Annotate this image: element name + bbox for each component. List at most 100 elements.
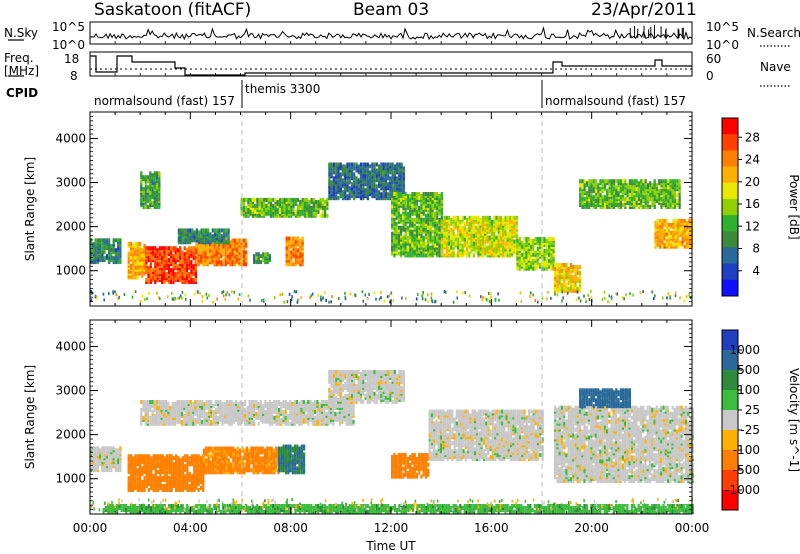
data-cell [138,247,142,252]
data-cell [578,274,582,279]
data-cell [552,252,555,257]
noise-cell [325,299,327,302]
noise-cell [206,296,208,300]
noise-cell [585,298,587,302]
data-cell [631,187,634,192]
data-cell [646,183,649,188]
data-cell [495,249,498,254]
data-cell [662,179,665,184]
data-cell [156,262,159,267]
data-cell [429,192,432,196]
data-cell [183,252,186,257]
data-cell [108,256,111,261]
data-cell [424,235,428,240]
data-cell [402,235,405,240]
data-cell [683,244,686,249]
data-cell [317,199,320,204]
data-cell [206,242,209,247]
data-cell [156,248,159,253]
data-cell [626,197,629,202]
data-cell [424,192,428,196]
data-cell [294,236,297,241]
data-cell [154,272,157,276]
noise-cell [430,292,433,296]
data-cell [299,211,302,216]
noise-cell [375,297,377,301]
data-cell [346,194,349,199]
data-cell [366,162,369,167]
data-cell [90,244,93,249]
data-cell [245,197,248,202]
data-cell [436,192,439,196]
data-cell [515,233,518,238]
noise-cell [392,299,394,303]
data-cell [151,201,154,205]
data-cell [450,235,453,240]
noise-cell [534,299,537,303]
data-cell [391,170,394,175]
data-cell [441,219,444,224]
data-cell [149,272,152,276]
data-cell [159,476,162,481]
noise-cell [279,293,282,297]
data-cell [513,215,516,220]
data-cell [445,215,448,220]
noise-cell [416,292,419,296]
data-cell [310,213,313,218]
data-cell [156,171,159,176]
data-cell [172,278,175,282]
data-cell [132,484,135,488]
data-cell [105,450,108,455]
data-cell [447,237,451,242]
data-cell [513,247,516,252]
data-cell [174,260,177,265]
data-cell [153,181,156,186]
data-cell [202,244,205,249]
data-cell [475,215,478,220]
data-cell [198,236,201,241]
data-cell [649,187,652,192]
data-cell [670,222,673,227]
data-cell [576,276,579,281]
data-cell [393,229,396,234]
data-cell [661,244,664,249]
data-cell [488,223,491,228]
data-cell [179,468,182,473]
noise-cell [237,297,240,301]
data-cell [409,239,412,244]
data-cell [96,466,99,471]
data-cell [332,170,335,175]
data-cell [601,201,604,205]
data-cell [567,286,570,291]
data-cell [581,179,584,184]
noise-cell [590,296,593,300]
data-cell [149,183,152,188]
noise-cell [167,295,169,299]
data-cell [499,249,503,254]
noise-cell [497,292,499,296]
data-cell [384,162,387,167]
y-tick-label: 3000 [55,176,86,190]
data-cell [389,162,392,167]
data-cell [678,183,681,188]
data-cell [583,187,586,192]
data-cell [163,252,166,257]
data-cell [457,233,460,238]
noise-cell [556,293,559,297]
data-cell [459,219,462,224]
data-cell [225,228,228,233]
data-cell [132,253,135,258]
data-cell [683,228,686,233]
data-cell [220,234,223,239]
data-cell [163,474,166,479]
data-cell [285,197,288,202]
data-cell [429,249,432,254]
cpid-segment-2: themis 3300 [245,82,321,96]
data-cell [508,237,512,242]
data-cell [222,234,226,239]
data-cell [174,252,177,257]
data-cell [422,192,425,196]
data-cell [200,228,203,233]
data-cell [292,262,295,267]
data-cell [285,236,288,241]
